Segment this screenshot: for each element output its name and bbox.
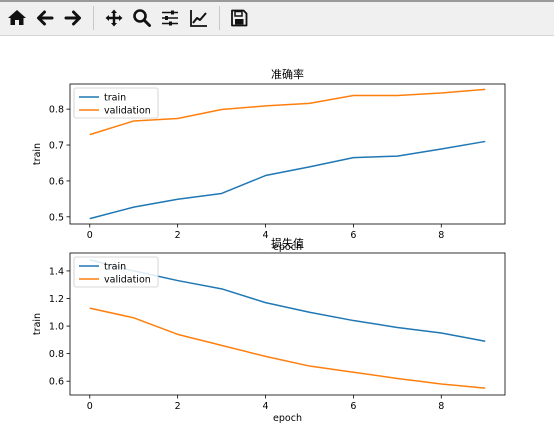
series-line-validation (89, 307, 486, 389)
plot-1 (66, 252, 506, 399)
x-tick-label: 8 (438, 230, 444, 241)
pan-icon (105, 9, 123, 27)
configure-subplots-icon (162, 10, 178, 26)
y-axis-label: train (32, 313, 43, 335)
home-button[interactable] (5, 6, 29, 30)
figure-svg: 0 2 4 6 8 0.5 0.6 0.7 0.8 准确率 epoch train train valid… (32, 67, 506, 424)
legend-label: train (104, 93, 126, 104)
y-tick-label: 0.8 (49, 349, 64, 360)
save-button[interactable] (227, 6, 251, 30)
legend-label: validation (104, 106, 151, 117)
x-tick-label: 2 (175, 401, 181, 412)
forward-arrow-icon (64, 10, 81, 26)
y-axis-label: train (32, 143, 43, 165)
figure-canvas: 0 2 4 6 8 0.5 0.6 0.7 0.8 准确率 epoch train train valid… (0, 36, 554, 439)
x-tick-label: 0 (87, 401, 93, 412)
chart-title: 损失值 (271, 236, 304, 250)
toolbar-separator (219, 6, 220, 30)
toolbar-separator (93, 6, 94, 30)
x-tick-label: 4 (263, 230, 269, 241)
zoom-button[interactable] (130, 6, 154, 30)
y-tick-label: 0.8 (49, 105, 64, 116)
x-tick-label: 0 (87, 230, 93, 241)
edit-axis-icon (190, 10, 207, 27)
y-tick-label: 1.4 (49, 266, 64, 277)
y-tick-label: 1.0 (49, 322, 64, 333)
x-tick-label: 8 (438, 401, 444, 412)
series-line-train (89, 140, 486, 220)
x-axis-label: epoch (273, 413, 302, 424)
legend-label: train (104, 262, 126, 273)
zoom-icon (133, 9, 151, 27)
navigation-toolbar (0, 0, 554, 36)
y-tick-label: 0.6 (49, 176, 64, 187)
y-tick-label: 0.6 (49, 377, 64, 388)
y-tick-label: 1.2 (49, 294, 64, 305)
x-tick-label: 6 (350, 230, 356, 241)
series-line-validation (89, 88, 486, 136)
x-tick-label: 2 (175, 230, 181, 241)
plot-0 (66, 83, 506, 228)
configure-subplots-button[interactable] (158, 6, 182, 30)
x-tick-label: 4 (263, 401, 269, 412)
save-icon (231, 9, 248, 27)
home-icon (8, 10, 26, 25)
chart-title: 准确率 (271, 67, 304, 81)
y-tick-label: 0.5 (49, 212, 64, 223)
x-tick-label: 6 (350, 401, 356, 412)
forward-button[interactable] (61, 6, 85, 30)
y-tick-label: 0.7 (49, 141, 64, 152)
back-arrow-icon (37, 10, 54, 26)
legend-label: validation (104, 275, 151, 286)
x-axis-label: epoch (273, 242, 302, 253)
window-edge (0, 0, 554, 2)
back-button[interactable] (33, 6, 57, 30)
pan-button[interactable] (102, 6, 126, 30)
edit-axis-button[interactable] (187, 6, 211, 30)
